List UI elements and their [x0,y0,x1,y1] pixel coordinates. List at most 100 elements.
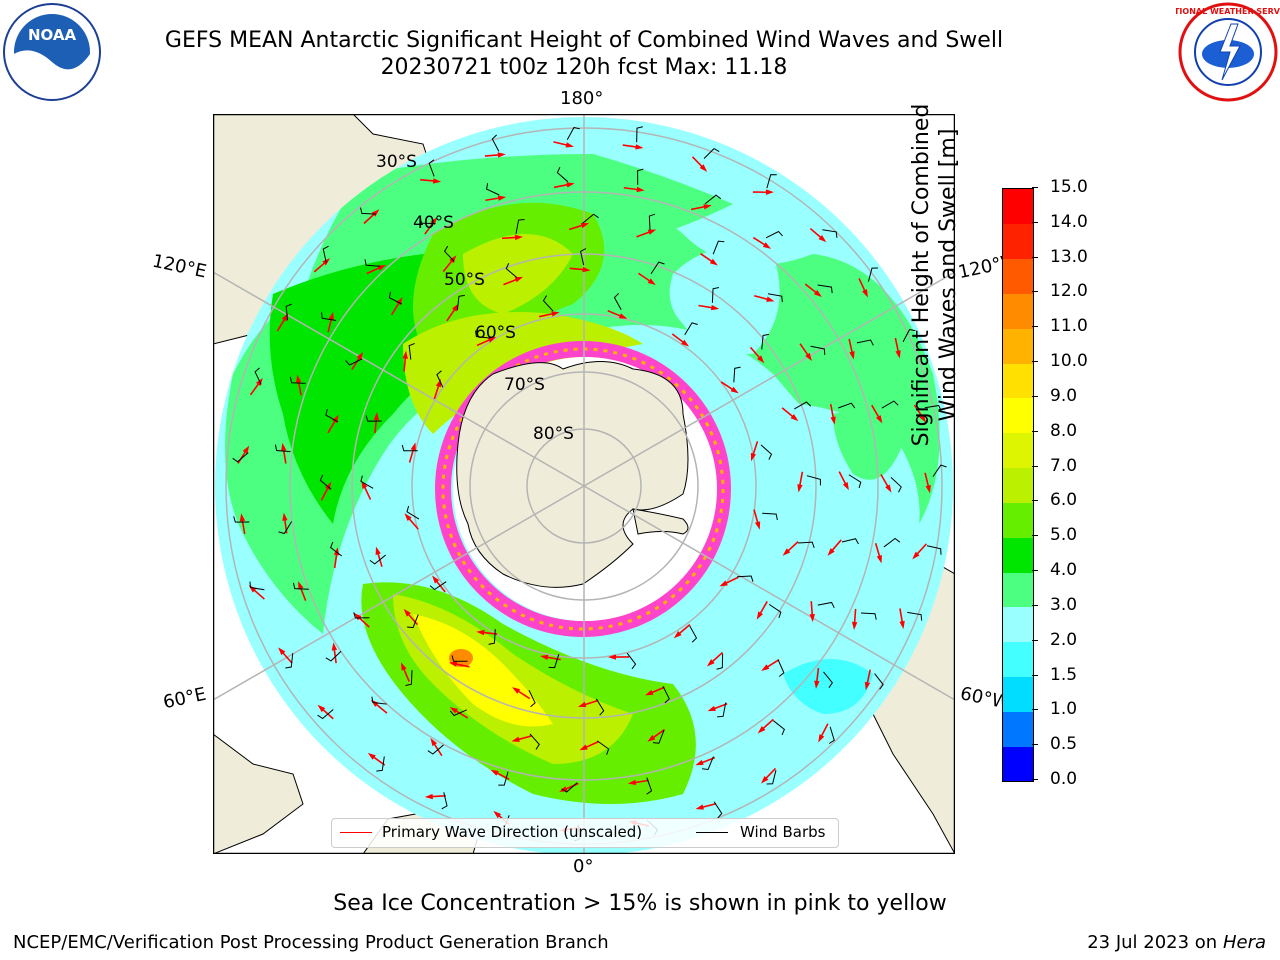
wind-barb [817,601,835,609]
wave-arrow-head [582,266,591,273]
wind-barb [325,650,342,662]
colorbar-tick-label: 3.0 [1031,595,1077,615]
colorbar-tick-label: 0.5 [1031,734,1077,754]
colorbar-segment [1003,363,1033,399]
colorbar-segment [1003,711,1033,747]
wave-arrow-head [765,189,774,195]
wind-barb [429,581,447,591]
wind-barb [703,147,720,159]
wave-arrow-head [730,386,739,394]
wave-arrow-head [919,414,926,423]
wave-arrow-head [497,152,506,158]
wave-arrow-head [239,513,246,522]
wind-barb [443,245,455,262]
wave-arrow-head [514,234,523,241]
lat-label-50s: 50°S [444,270,485,290]
wind-barb [566,126,580,140]
wave-arrow-head [497,195,507,201]
wind-barb [650,261,665,275]
wave-arrow-head [636,186,645,193]
wave-arrow-head [647,229,657,235]
colorbar-segment [1003,502,1033,538]
wind-barb [278,521,293,535]
wave-arrow-head [842,481,849,491]
wind-barb [716,653,724,670]
wind-barb [254,367,262,385]
lon-label-0: 0° [573,856,594,877]
wind-barb [902,328,916,343]
legend-barb-label: Wind Barbs [740,823,826,841]
wave-arrow-head [373,412,379,421]
map-border [213,114,955,854]
wind-barb [828,726,835,744]
wind-barb [292,582,309,590]
colorbar-tick-label: 1.0 [1031,699,1077,719]
wave-arrow-head [539,654,549,661]
lat-label-60s: 60°S [475,323,516,343]
wind-barb [233,516,250,523]
wind-barb [822,229,838,238]
wave-arrow-head [331,642,338,651]
colorbar-tick-label: 5.0 [1031,525,1077,545]
wind-barb [689,625,698,643]
wave-arrow-head [577,701,587,708]
wind-barb [365,415,382,422]
wave-arrow-head [514,276,524,283]
wave-arrow-head [790,414,799,422]
wave-arrow-head [719,580,728,587]
wind-barb [232,452,249,463]
wind-barb [360,475,374,489]
wind-barb [285,653,294,669]
wave-arrow-head [757,726,766,734]
colorbar-segment [1003,641,1033,678]
wave-arrow-head [371,209,380,217]
wave-arrow-head [695,759,704,766]
wave-arrow-head [402,350,408,359]
wind-barb [486,183,500,196]
wind-barb [548,654,560,669]
wave-arrow-head [647,278,656,286]
wind-barb [249,581,265,591]
colorbar-segment [1003,223,1033,260]
colorbar-tick-label: 1.5 [1031,665,1077,685]
wave-arrow-head [328,311,334,321]
wind-barb [498,771,509,786]
colorbar-tick-label: 15.0 [1032,177,1088,197]
wind-barb [474,330,491,339]
wind-barb [636,126,643,143]
wave-arrow-head [818,734,825,743]
wind-barb [767,293,783,303]
wind-barb [717,702,727,718]
wave-arrow-head [430,738,438,747]
wind-barb [817,284,833,294]
wind-barb [932,464,947,477]
wave-arrow-head [565,142,574,148]
wind-barb [841,538,859,545]
wind-barb [926,545,942,555]
wind-barb [704,194,722,205]
wave-arrow-head [400,662,407,671]
wave-arrow-head [864,681,871,691]
lon-label-60e: 60°E [161,683,208,714]
wave-arrow-head [490,769,499,776]
wind-barb [648,213,656,231]
wind-barb [579,248,587,266]
lat-label-70s: 70°S [504,375,545,395]
wind-barb [388,291,403,305]
wave-arrow-head [813,290,822,298]
wave-arrow-head [805,352,812,361]
wave-arrow-head [353,612,362,621]
wave-arrow-head [618,313,628,319]
wave-arrow-head [296,374,302,383]
colorbar-tick-label: 13.0 [1032,247,1088,267]
wind-barb [371,696,387,705]
wind-barb [364,259,381,267]
wave-arrow-head [703,204,712,210]
colorbar [1002,188,1034,782]
colorbar-tick-label: 6.0 [1031,490,1077,510]
wave-arrow-head [709,258,718,266]
wave-arrow-head [432,178,442,184]
wind-barb [325,409,339,423]
colorbar-segment [1003,537,1033,573]
wind-barb [561,782,578,793]
